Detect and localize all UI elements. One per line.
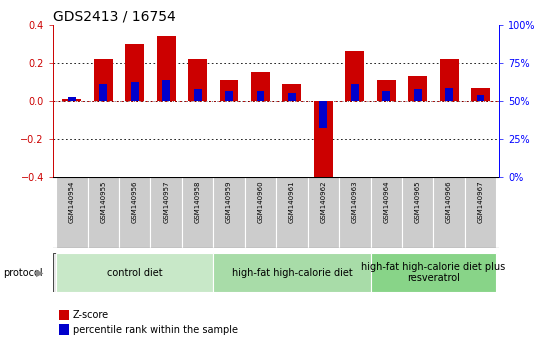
Bar [68, 97, 76, 101]
Text: GSM140963: GSM140963 [352, 181, 358, 223]
Text: GDS2413 / 16754: GDS2413 / 16754 [53, 10, 176, 24]
Bar [213, 253, 371, 292]
Bar [371, 177, 402, 248]
Bar [382, 91, 390, 101]
Bar [188, 59, 207, 101]
Text: GSM140967: GSM140967 [478, 181, 484, 223]
Bar [445, 87, 453, 101]
Text: GSM140965: GSM140965 [415, 181, 421, 223]
Text: GSM140960: GSM140960 [257, 181, 263, 223]
Text: GSM140958: GSM140958 [195, 181, 201, 223]
Bar [371, 253, 496, 292]
Bar [440, 59, 459, 101]
Text: GSM140961: GSM140961 [289, 181, 295, 223]
Bar [182, 177, 213, 248]
Bar [307, 177, 339, 248]
Bar [99, 84, 107, 101]
Text: GSM140959: GSM140959 [226, 181, 232, 223]
Text: ▶: ▶ [36, 268, 44, 278]
Bar [402, 177, 434, 248]
Bar [157, 36, 176, 101]
Bar [225, 91, 233, 101]
Text: GSM140954: GSM140954 [69, 181, 75, 223]
Bar [257, 91, 264, 101]
Bar [377, 80, 396, 101]
Text: GSM140966: GSM140966 [446, 181, 452, 223]
Bar [94, 59, 113, 101]
Bar [345, 51, 364, 101]
Bar [339, 177, 371, 248]
Bar [471, 87, 490, 101]
Bar [220, 80, 238, 101]
Text: high-fat high-calorie diet plus
resveratrol: high-fat high-calorie diet plus resverat… [361, 262, 506, 284]
Bar [434, 177, 465, 248]
Bar [413, 90, 422, 101]
Bar [288, 93, 296, 101]
Bar [314, 101, 333, 181]
Bar [131, 82, 139, 101]
Bar [245, 177, 276, 248]
Bar [465, 177, 496, 248]
Bar [477, 95, 484, 101]
Bar [213, 177, 245, 248]
Text: percentile rank within the sample: percentile rank within the sample [73, 325, 238, 335]
Bar [56, 177, 88, 248]
Text: GSM140955: GSM140955 [100, 181, 107, 223]
Bar [126, 44, 144, 101]
Bar [351, 84, 359, 101]
Text: control diet: control diet [107, 268, 162, 278]
Text: protocol: protocol [3, 268, 42, 278]
Text: GSM140964: GSM140964 [383, 181, 389, 223]
Bar [319, 101, 328, 127]
Bar [282, 84, 301, 101]
Bar [56, 253, 213, 292]
Bar [162, 80, 170, 101]
Bar [194, 90, 201, 101]
Bar [62, 99, 81, 101]
Text: high-fat high-calorie diet: high-fat high-calorie diet [232, 268, 352, 278]
Bar [276, 177, 307, 248]
Bar [408, 76, 427, 101]
Bar [151, 177, 182, 248]
Bar [119, 177, 151, 248]
Bar [251, 72, 270, 101]
Text: GSM140962: GSM140962 [320, 181, 326, 223]
Text: GSM140956: GSM140956 [132, 181, 138, 223]
Text: Z-score: Z-score [73, 310, 109, 320]
Bar [88, 177, 119, 248]
Text: GSM140957: GSM140957 [163, 181, 169, 223]
